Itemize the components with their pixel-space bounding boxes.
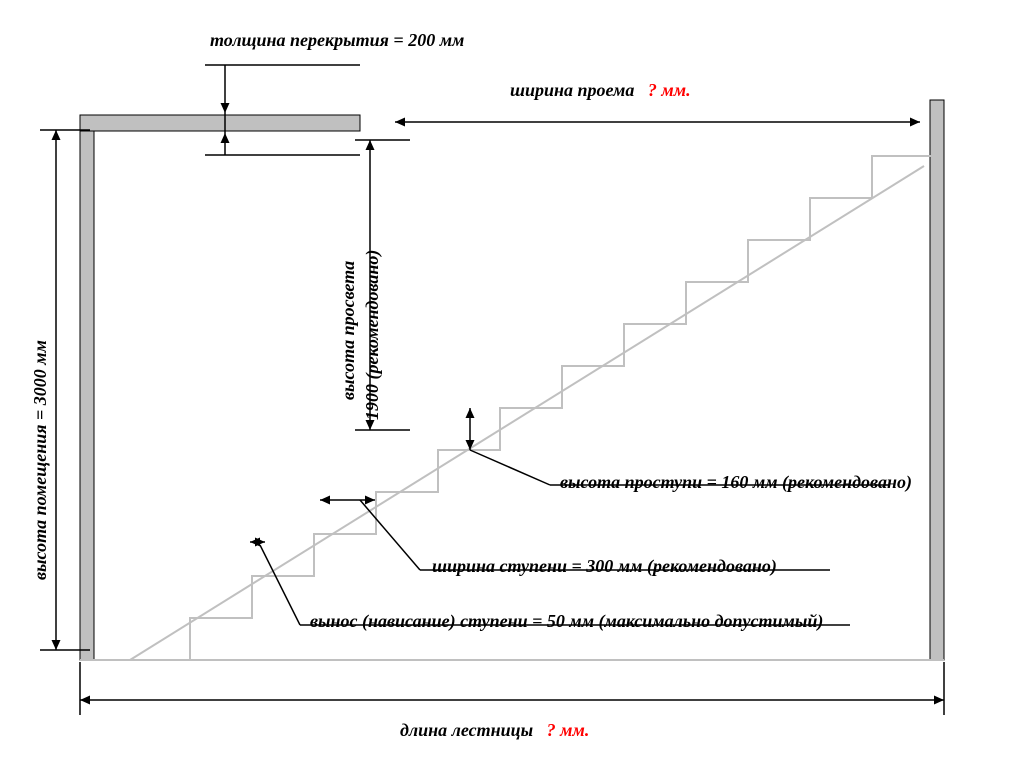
label-clearance-value: 1900 (рекомендовано)	[362, 250, 383, 420]
label-opening-width-text: ширина проема	[510, 80, 634, 100]
label-stair-length-value: ? мм.	[547, 720, 590, 740]
label-stair-length: длина лестницы ? мм.	[400, 720, 589, 741]
label-stair-length-text: длина лестницы	[400, 720, 533, 740]
label-riser: высота проступи = 160 мм (рекомендовано)	[560, 472, 912, 493]
diagram-stage: толщина перекрытия = 200 мм ширина проем…	[0, 0, 1024, 764]
label-ceiling-thickness: толщина перекрытия = 200 мм	[210, 30, 464, 51]
label-clearance-name: высота просвета	[338, 261, 359, 400]
label-nosing: вынос (нависание) ступени = 50 мм (макси…	[310, 611, 823, 632]
label-opening-width: ширина проема ? мм.	[510, 80, 691, 101]
label-room-height: высота помещения = 3000 мм	[30, 340, 51, 580]
label-tread: ширина ступени = 300 мм (рекомендовано)	[432, 556, 777, 577]
label-opening-width-value: ? мм.	[648, 80, 691, 100]
diagram-svg	[0, 0, 1024, 764]
